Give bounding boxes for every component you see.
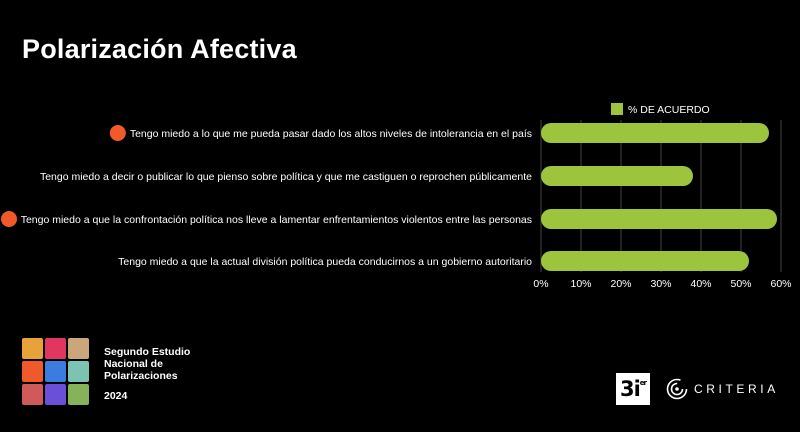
logo-3i: 3i er (616, 373, 650, 405)
logo-3i-text: 3i (619, 377, 641, 401)
logo-square (22, 384, 43, 405)
category-label: Tengo miedo a que la confrontación polít… (21, 214, 532, 226)
bar (541, 251, 749, 271)
x-tick-label: 0% (533, 278, 548, 290)
study-name: Segundo Estudio Nacional de Polarizacion… (104, 346, 190, 402)
study-line-2: Nacional de (104, 358, 163, 370)
x-tick-label: 30% (650, 278, 671, 290)
logo-square (22, 338, 43, 359)
highlight-dot (1, 211, 17, 227)
x-tick-label: 10% (570, 278, 591, 290)
criteria-logo: CRITERIA (666, 378, 779, 400)
bar-chart: 0% 10% 20% 30% 40% 50% 60% Tengo miedo a lo que… (1, 103, 792, 290)
x-tick-label: 50% (730, 278, 751, 290)
logo-square (22, 361, 43, 382)
logo-square (45, 361, 66, 382)
highlight-dot (109, 125, 126, 141)
bar (541, 123, 769, 143)
category-label: Tengo miedo a decir o publicar lo que pi… (40, 171, 532, 183)
category-label: Tengo miedo a lo que me pueda pasar dado… (130, 128, 532, 140)
category-label: Tengo miedo a que la actual división pol… (118, 256, 532, 268)
legend-label: % DE ACUERDO (628, 104, 710, 116)
legend-swatch (611, 103, 623, 115)
logo-square (68, 384, 89, 405)
bar (541, 166, 693, 186)
study-logo-grid (22, 338, 89, 405)
criteria-text: CRITERIA (694, 382, 779, 396)
bar (541, 209, 777, 229)
study-line-3: Polarizaciones (104, 370, 178, 382)
page-title: Polarización Afectiva (22, 34, 297, 64)
logo-square (68, 361, 89, 382)
study-year: 2024 (104, 390, 128, 402)
criteria-spiral-icon (666, 378, 688, 400)
x-tick-label: 40% (690, 278, 711, 290)
logo-square (45, 384, 66, 405)
x-tick-label: 60% (770, 278, 791, 290)
logo-square (45, 338, 66, 359)
x-tick-label: 20% (610, 278, 631, 290)
logo-square (68, 338, 89, 359)
logo-3i-sup: er (639, 379, 647, 387)
study-line-1: Segundo Estudio (104, 346, 191, 358)
